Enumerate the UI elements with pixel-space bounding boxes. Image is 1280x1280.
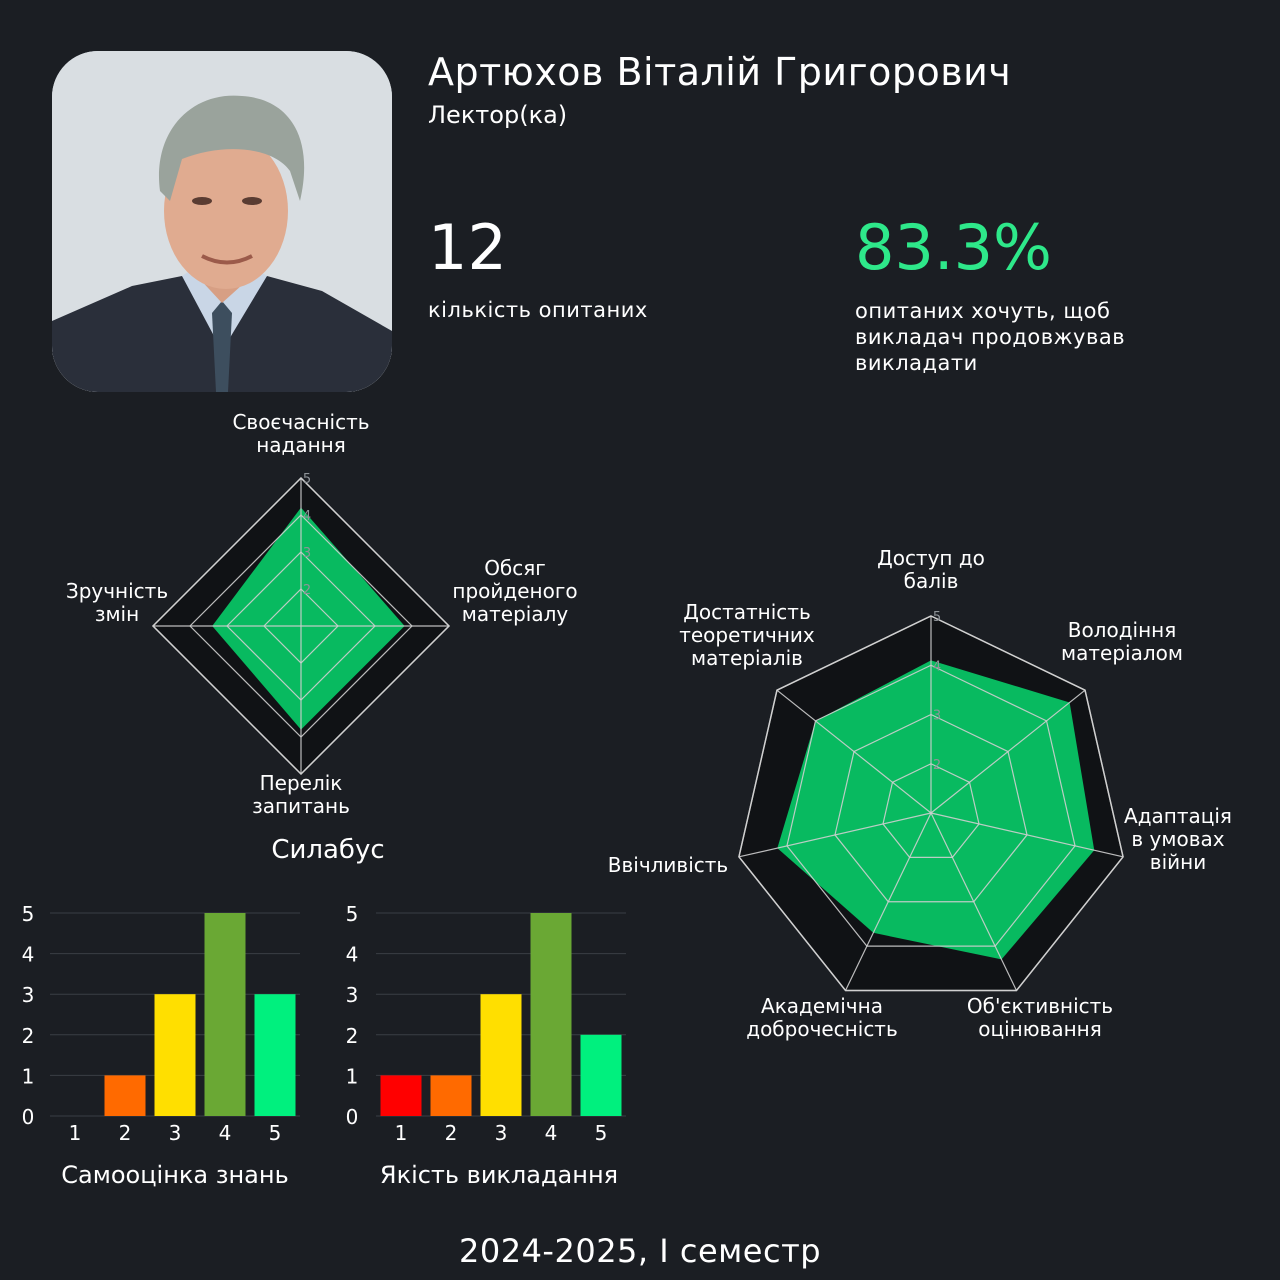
radar-grid-ring (882, 763, 980, 858)
continue-percent: 83.3% (855, 211, 1052, 284)
lecturer-photo (52, 51, 392, 392)
bar-chart-2: 0 1 2 3 4 5 1 2 3 4 5 Самооцінка знань (22, 902, 300, 1189)
radar-spoke (930, 812, 1124, 858)
bar-x-tick: 4 (545, 1121, 558, 1145)
radar-tick-label: 3 (303, 546, 311, 561)
radar-tick-label: 2 (933, 758, 941, 773)
respondents-count: 12 (428, 211, 507, 284)
bar-x-tick: 2 (119, 1121, 132, 1145)
lecturer-name: Артюхов Віталій Григорович (428, 50, 1012, 94)
radar-axis-label: Об'єктивність оцінювання (967, 994, 1113, 1041)
radar-axis-label: Перелік запитань (252, 771, 350, 818)
bar-y-tick: 5 (346, 902, 359, 926)
bar (530, 913, 572, 1116)
bar-title: Якість викладання (380, 1161, 618, 1189)
bar-y-tick: 2 (22, 1024, 35, 1048)
semester-footer: 2024-2025, І семестр (458, 1232, 822, 1270)
radar-chart-1: 2 3 4 5 (738, 610, 1124, 992)
bar (254, 994, 296, 1116)
continue-label: опитаних хочуть, щоб викладач продовжува… (855, 299, 1126, 375)
bar-x-tick: 4 (219, 1121, 232, 1145)
bar-y-tick: 4 (346, 943, 359, 967)
radar-spoke (930, 812, 1018, 991)
radar-tick-label: 4 (303, 509, 311, 524)
radar-spoke (844, 812, 932, 991)
bar-x-tick: 3 (169, 1121, 182, 1145)
radar-axis-label: Ввічливість (608, 853, 728, 877)
radar-axis-label: Обсяг пройденого матеріалу (452, 556, 577, 626)
radar-axis-label: Володіння матеріалом (1061, 618, 1183, 665)
bar-x-tick: 1 (69, 1121, 82, 1145)
bar (430, 1075, 472, 1116)
radar-data-area (212, 507, 405, 730)
radar-title: Силабус (271, 835, 384, 865)
bar-title: Самооцінка знань (61, 1161, 288, 1189)
bar-x-tick: 3 (495, 1121, 508, 1145)
bar-y-tick: 0 (346, 1105, 359, 1129)
bar-x-tick: 1 (395, 1121, 408, 1145)
radar-tick-label: 4 (933, 659, 941, 674)
radar-axis-label: Академічна доброчесність (746, 994, 898, 1041)
bar-y-tick: 1 (22, 1064, 35, 1088)
radar-spoke (776, 689, 932, 814)
bar (380, 1075, 422, 1116)
radar-tick-label: 3 (933, 709, 941, 724)
radar-tick-label: 5 (933, 610, 941, 625)
radar-tick-label: 5 (303, 472, 311, 487)
radar-grid-ring (738, 615, 1124, 992)
bar (154, 994, 196, 1116)
bar (480, 994, 522, 1116)
lecturer-portrait-icon (52, 51, 392, 392)
bar-y-tick: 1 (346, 1064, 359, 1088)
radar-axis-label: Своєчасність надання (232, 410, 369, 457)
radar-axis-label: Достатність теоретичних матеріалів (679, 600, 815, 670)
radar-axis-label: Адаптація в умовах війни (1124, 804, 1232, 874)
radar-grid-ring (834, 713, 1028, 903)
bar (104, 1075, 146, 1116)
bar-chart-3: 0 1 2 3 4 5 1 2 3 4 5 Якість викладання (346, 902, 626, 1189)
radar-axis-label: Доступ до балів (877, 546, 985, 593)
respondents-label: кількість опитаних (428, 298, 648, 322)
radar-tick-label: 2 (303, 583, 311, 598)
bar-y-tick: 3 (22, 983, 35, 1007)
bar-y-tick: 0 (22, 1105, 35, 1129)
bar-y-tick: 5 (22, 902, 35, 926)
radar-spoke (930, 689, 1086, 814)
bar-x-tick: 2 (445, 1121, 458, 1145)
bar (204, 913, 246, 1116)
radar-spoke (738, 812, 932, 858)
radar-axis-label: Зручність змін (66, 579, 168, 626)
bar-x-tick: 5 (269, 1121, 282, 1145)
radar-grid-ring (786, 664, 1076, 947)
radar-chart-0: 2 3 4 5 (151, 472, 451, 776)
bar-y-tick: 3 (346, 983, 359, 1007)
bar-x-tick: 5 (595, 1121, 608, 1145)
bar-y-tick: 4 (22, 943, 35, 967)
bar-y-tick: 2 (346, 1024, 359, 1048)
lecturer-role: Лектор(ка) (428, 101, 568, 129)
bar (580, 1034, 622, 1116)
